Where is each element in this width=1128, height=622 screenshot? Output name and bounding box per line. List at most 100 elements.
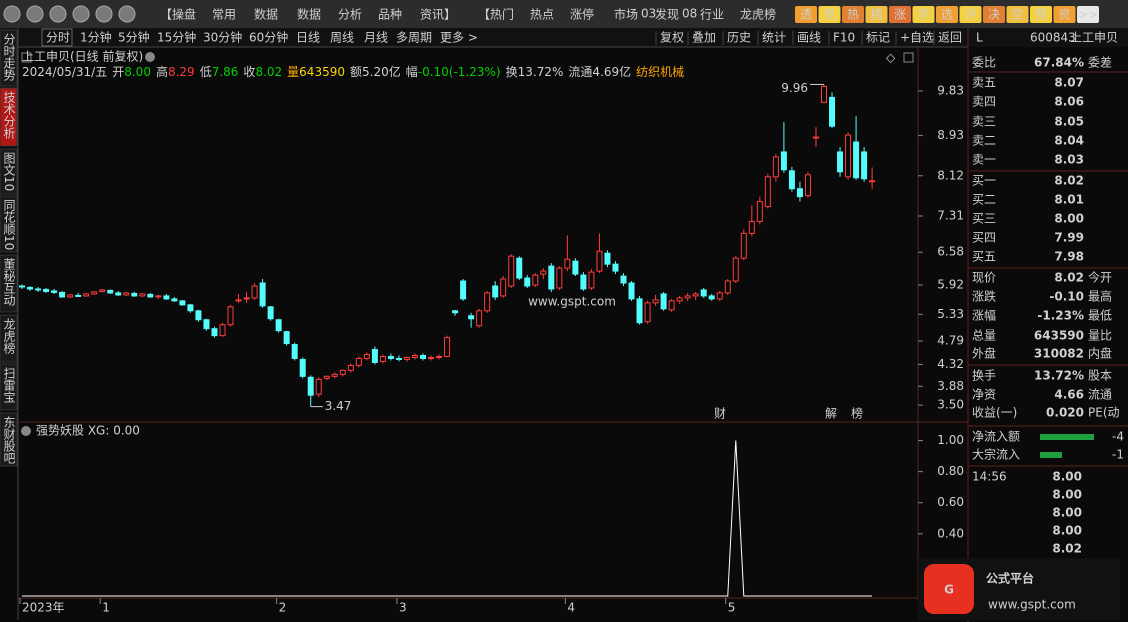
menu-button[interactable] [1053, 6, 1076, 23]
info-label: 量 [287, 65, 299, 79]
tool-button[interactable]: 复权 [660, 31, 684, 45]
candle-body [580, 274, 587, 290]
quote-label: 买一 [972, 174, 996, 188]
period-tab[interactable]: 60分钟 [249, 30, 288, 45]
candle-body [243, 297, 250, 300]
info-value: 2024/05/31/五 [22, 65, 107, 79]
tool-button[interactable]: 统计 [762, 31, 786, 45]
candle-body [315, 378, 322, 395]
side-tab[interactable] [0, 87, 18, 147]
period-tab[interactable]: 月线 [364, 31, 388, 45]
event-marker[interactable]: 财 [714, 407, 726, 421]
quote-label: 涨幅 [972, 308, 996, 323]
y-tick-label: 5.33 [937, 307, 964, 321]
tool-button[interactable]: +自选 [900, 31, 934, 45]
period-tab[interactable]: 日线 [296, 31, 320, 45]
corner-icon[interactable] [903, 52, 914, 63]
candle-body [163, 295, 170, 300]
candle-body [428, 356, 435, 359]
period-tab[interactable]: 分时 [46, 31, 70, 45]
event-marker[interactable]: 榜 [851, 406, 863, 421]
quote-label: 净资 [972, 388, 996, 402]
period-tab[interactable]: 15分钟 [157, 30, 196, 45]
candle-body [861, 151, 868, 180]
candle-body [35, 288, 42, 291]
quote-value: 643590 [1034, 329, 1084, 343]
side-tab[interactable] [0, 254, 18, 313]
period-tab[interactable]: 5分钟 [118, 30, 150, 45]
menu-item[interactable]: 品种 [378, 8, 402, 22]
tool-button[interactable]: 标记 [866, 31, 890, 45]
quote-value: 67.84% [1034, 56, 1084, 70]
window-button[interactable] [118, 5, 136, 23]
panel-icon[interactable] [21, 52, 32, 63]
window-button[interactable] [72, 5, 90, 23]
menu-button[interactable] [983, 6, 1005, 23]
side-tab[interactable] [0, 314, 18, 363]
tool-button[interactable]: 叠加 [692, 31, 716, 45]
tool-button[interactable]: 画线 [797, 31, 821, 45]
title-icon[interactable] [145, 52, 155, 62]
menu-item[interactable]: 分析 [338, 8, 362, 22]
period-tab[interactable]: 多周期 [396, 31, 432, 45]
info-label: 开 [112, 65, 124, 79]
menu-item[interactable]: 发现 [655, 7, 679, 22]
side-tab-label: 董秘互动 [2, 258, 16, 306]
menu-button[interactable] [959, 6, 982, 23]
candle-body [323, 375, 330, 379]
event-marker[interactable]: 解 [825, 407, 837, 421]
menu-item[interactable]: 资讯】 [420, 8, 456, 22]
menu-button[interactable] [936, 6, 958, 23]
menu-item[interactable]: 常用 [212, 8, 236, 22]
y-tick-label: 6.58 [937, 245, 964, 259]
menu-item[interactable]: 【操盘 [160, 7, 196, 22]
menu-item[interactable]: 【热门 [478, 7, 514, 22]
window-button[interactable] [3, 5, 21, 23]
side-tab[interactable] [0, 363, 18, 411]
candle-body [51, 290, 58, 293]
period-tab[interactable]: 1分钟 [80, 30, 112, 45]
menu-button[interactable] [889, 6, 911, 23]
side-tab[interactable] [0, 148, 18, 195]
candle-body [67, 294, 74, 298]
candle-body [540, 270, 547, 275]
menu-button[interactable] [818, 6, 841, 23]
side-tab[interactable] [0, 412, 18, 467]
candle-body [829, 96, 836, 127]
menu-item[interactable]: 行业 [700, 8, 724, 22]
menu-item[interactable]: 市场 [614, 7, 638, 22]
tool-button[interactable]: 历史 [727, 31, 751, 45]
side-tab[interactable] [0, 195, 18, 253]
menu-button[interactable] [865, 6, 888, 23]
corner-icon[interactable]: ◇ [886, 51, 896, 65]
tool-button[interactable]: F10 [833, 31, 855, 45]
menu-item[interactable]: 数据 [254, 7, 278, 22]
menu-button[interactable] [1006, 6, 1029, 23]
menu-item[interactable]: 涨停 [570, 7, 594, 22]
x-tick-label: 2 [279, 601, 287, 615]
period-tab[interactable]: 周线 [330, 31, 354, 45]
menu-button[interactable] [912, 6, 935, 23]
indicator-icon[interactable] [21, 426, 31, 436]
menu-item[interactable]: 热点 [530, 8, 554, 22]
window-button[interactable] [95, 5, 113, 23]
quote-label: 换手 [972, 369, 996, 383]
tool-button[interactable]: 返回 [938, 31, 962, 45]
menu-item[interactable]: 数据 [297, 7, 321, 22]
quote-label: 卖一 [972, 153, 996, 167]
menu-button[interactable] [842, 6, 864, 23]
menu-item[interactable]: 龙虎榜 [740, 7, 776, 22]
side-tab[interactable] [0, 29, 18, 87]
period-tab[interactable]: 30分钟 [203, 30, 242, 45]
stock-title: 上工申贝(日线 前复权) [22, 49, 143, 64]
menu-button[interactable] [1077, 6, 1099, 23]
window-button[interactable] [26, 5, 44, 23]
menu-button[interactable] [1030, 6, 1052, 23]
period-tab[interactable]: 更多 > [440, 31, 478, 45]
candle-body [395, 357, 402, 360]
menu-button[interactable] [795, 6, 817, 23]
quote-value: 8.00 [1054, 212, 1084, 226]
logo-name: 公式平台 [986, 571, 1034, 586]
candle-body [596, 250, 603, 272]
window-button[interactable] [49, 5, 67, 23]
